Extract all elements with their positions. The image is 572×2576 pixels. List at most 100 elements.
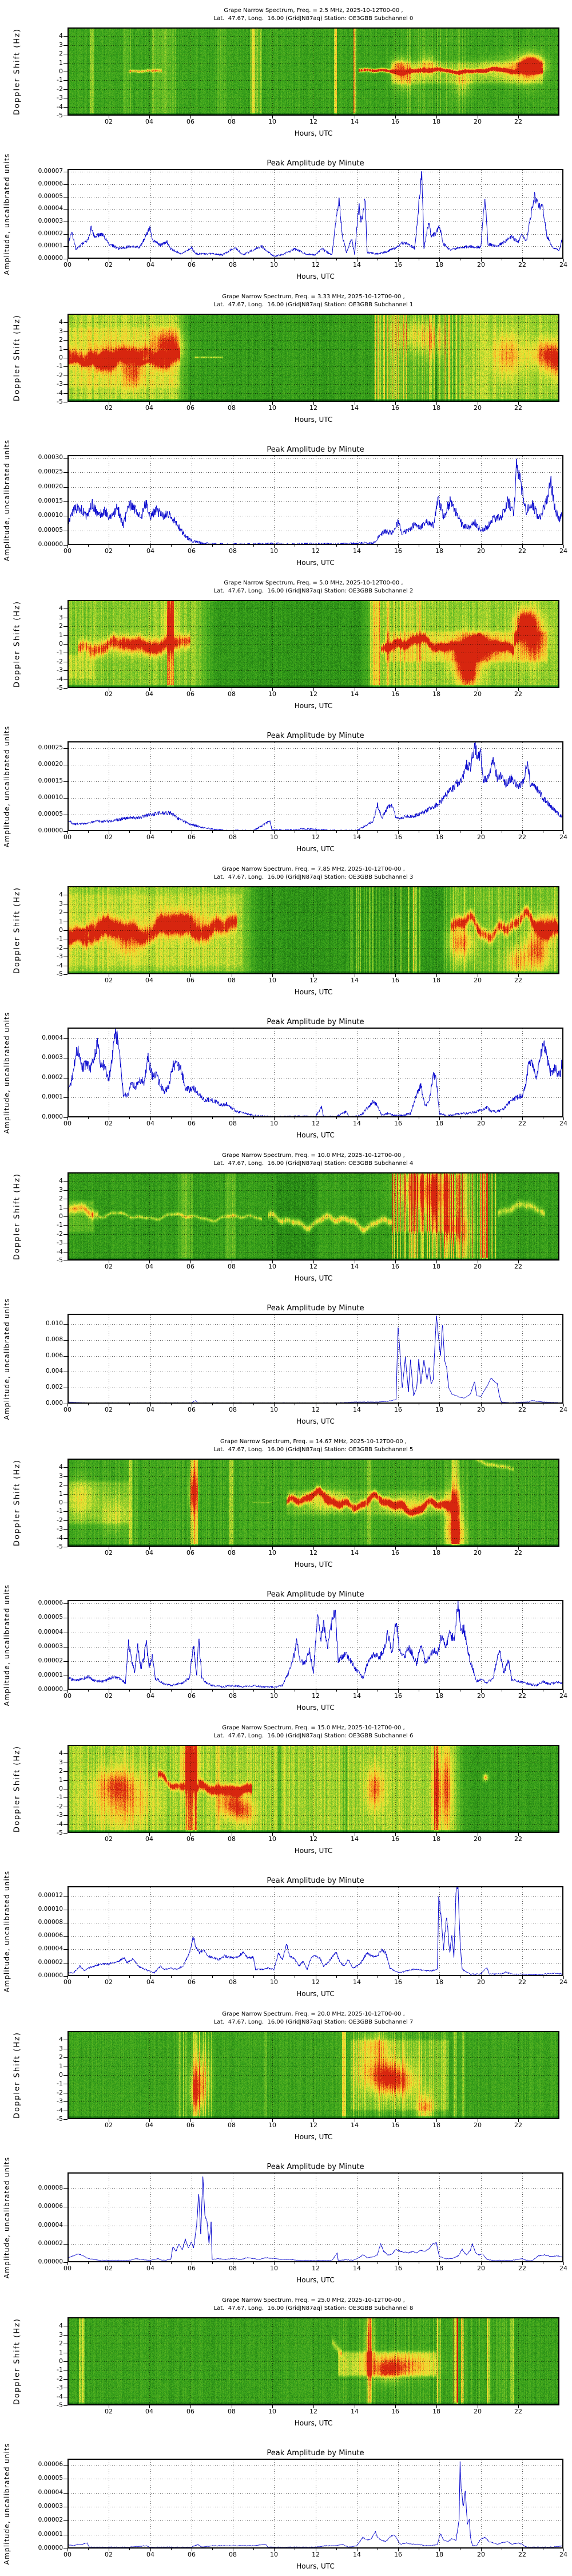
amp-xtick-label: 12 (312, 547, 320, 555)
tick-mark (313, 974, 314, 977)
tick-mark (63, 1529, 67, 1530)
tick-mark (63, 2493, 67, 2494)
spec-ytick-label: 4 (59, 318, 63, 326)
amp-xtick-label: 06 (188, 1120, 196, 1127)
tick-mark (395, 1833, 396, 1836)
tick-mark (149, 402, 150, 405)
spec-xtick-label: 18 (432, 977, 440, 984)
spec-xtick-label: 10 (268, 690, 276, 698)
tick-mark (149, 116, 150, 118)
tick-mark (272, 1833, 273, 1836)
tick-mark (313, 2405, 314, 2408)
amp-xtick-label: 10 (270, 261, 278, 268)
tick-mark (439, 1976, 440, 1979)
tick-mark (63, 234, 67, 235)
amp-xtick-label: 20 (477, 547, 485, 555)
tick-mark (150, 1117, 151, 1120)
figure-pair-subchannel-2: Grape Narrow Spectrum, Freq. = 5.0 MHz, … (0, 572, 572, 859)
tick-mark (522, 545, 523, 548)
tick-mark (398, 1976, 399, 1979)
tick-mark (150, 831, 151, 834)
spectrogram-xlabel: Hours, UTC (294, 2419, 333, 2427)
spec-ytick-label: 2 (59, 2053, 63, 2061)
amp-xtick-label: 18 (435, 1692, 443, 1700)
tick-mark-minor (129, 1117, 130, 1119)
amp-xtick-label: 12 (312, 2551, 320, 2558)
tick-mark (63, 2101, 67, 2102)
spec-ytick-label: -1 (57, 2080, 63, 2087)
tick-mark (439, 1117, 440, 1120)
tick-mark (395, 974, 396, 977)
tick-mark (398, 2262, 399, 2265)
amplitude-title: Peak Amplitude by Minute (267, 732, 364, 740)
tick-mark (436, 1547, 437, 1550)
spec-xtick-label: 02 (105, 118, 113, 125)
tick-mark (481, 1976, 482, 1979)
spec-ytick-label: -1 (57, 2366, 63, 2373)
amp-xtick-label: 08 (229, 261, 237, 268)
tick-mark-minor (212, 1690, 213, 1692)
spec-xtick-label: 16 (391, 404, 399, 412)
tick-mark-minor (336, 831, 337, 833)
amp-ytick-label: 0.0001 (42, 1093, 63, 1100)
amplitude-line-chart (67, 1600, 563, 1690)
tick-mark (63, 340, 67, 341)
amp-xtick-label: 02 (105, 1406, 113, 1413)
spec-xtick-label: 04 (145, 1263, 153, 1270)
tick-mark (63, 472, 67, 473)
spec-ytick-label: 3 (59, 2045, 63, 2052)
tick-mark (63, 688, 67, 689)
amp-xtick-label: 18 (435, 1406, 443, 1413)
amplitude-xlabel: Hours, UTC (296, 2276, 335, 2284)
amp-xtick-label: 22 (518, 547, 526, 555)
tick-mark (436, 402, 437, 405)
amp-xtick-label: 14 (353, 2551, 361, 2558)
tick-mark-minor (212, 545, 213, 547)
amp-xtick-label: 18 (435, 1978, 443, 1986)
spec-xtick-label: 10 (268, 977, 276, 984)
spec-xtick-label: 04 (145, 977, 153, 984)
spec-xtick-label: 22 (514, 118, 522, 125)
spec-ytick-label: 2 (59, 622, 63, 630)
tick-mark-minor (88, 831, 89, 833)
amp-ytick-label: 0.00006 (38, 180, 63, 187)
tick-mark (149, 1261, 150, 1263)
spec-xtick-label: 16 (391, 2408, 399, 2415)
spectrogram-title-line1: Grape Narrow Spectrum, Freq. = 25.0 MHz,… (222, 2297, 405, 2304)
tick-mark (481, 1117, 482, 1120)
amp-xtick-label: 10 (270, 833, 278, 841)
amplitude-ylabel: Amplitude, uncalibrated units (3, 1012, 11, 1133)
tick-mark (150, 2549, 151, 2551)
tick-mark (272, 402, 273, 405)
spec-xtick-label: 02 (105, 690, 113, 698)
spec-ytick-label: 1 (59, 345, 63, 353)
amp-xtick-label: 14 (353, 1120, 361, 1127)
amplitude-title: Peak Amplitude by Minute (267, 2163, 364, 2171)
amp-xtick-label: 10 (270, 1978, 278, 1986)
spec-xtick-label: 18 (432, 2408, 440, 2415)
tick-mark (63, 748, 67, 749)
tick-mark (272, 974, 273, 977)
spec-xtick-label: 08 (228, 977, 236, 984)
tick-mark (63, 80, 67, 81)
tick-mark (63, 831, 67, 832)
tick-mark (522, 259, 523, 262)
tick-mark (63, 2057, 67, 2058)
tick-mark-minor (336, 1117, 337, 1119)
spec-ytick-label: -3 (57, 1811, 63, 1819)
spec-ytick-label: -4 (57, 2393, 63, 2400)
tick-mark (190, 974, 191, 977)
amp-xtick-label: 04 (146, 1692, 154, 1700)
amp-xtick-label: 00 (63, 547, 72, 555)
amp-ytick-label: 0.010 (45, 1320, 63, 1327)
amp-ytick-label: 0.00000 (38, 2258, 63, 2265)
spec-xtick-label: 22 (514, 2121, 522, 2129)
amp-xtick-label: 16 (394, 1692, 402, 1700)
tick-mark (63, 1771, 67, 1772)
tick-mark (63, 1661, 67, 1662)
spec-ytick-label: 0 (59, 1499, 63, 1506)
spectrogram-heatmap (67, 2317, 559, 2405)
spec-xtick-label: 12 (309, 977, 317, 984)
tick-mark (395, 2119, 396, 2122)
tick-mark-minor (171, 1690, 172, 1692)
